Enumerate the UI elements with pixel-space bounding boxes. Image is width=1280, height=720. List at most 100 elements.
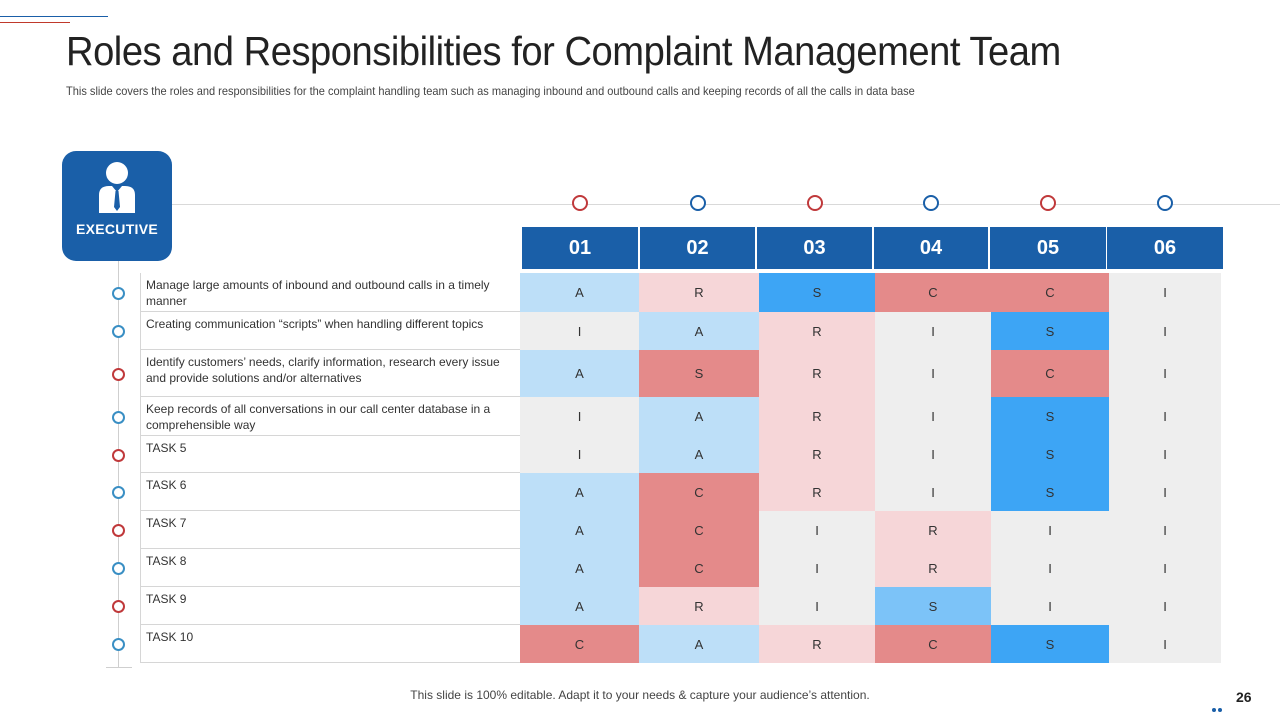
row-marker-circle bbox=[112, 325, 125, 338]
executive-label: EXECUTIVE bbox=[75, 221, 159, 237]
row-marker-circle bbox=[112, 638, 125, 651]
raci-cell: I bbox=[1109, 625, 1221, 663]
raci-cell: I bbox=[520, 436, 639, 473]
raci-cell: I bbox=[1109, 549, 1221, 587]
raci-cell: C bbox=[639, 473, 759, 511]
task-label: Keep records of all conversations in our… bbox=[140, 397, 520, 436]
row-marker-circle bbox=[112, 600, 125, 613]
row-marker-circle bbox=[112, 524, 125, 537]
raci-cell: S bbox=[991, 625, 1109, 663]
executive-person-icon bbox=[99, 162, 135, 213]
raci-cell: I bbox=[759, 587, 875, 625]
raci-cell: I bbox=[991, 587, 1109, 625]
column-header-03: 03 bbox=[757, 227, 872, 269]
raci-cell: I bbox=[991, 549, 1109, 587]
raci-cell: R bbox=[875, 511, 991, 549]
raci-cell: I bbox=[1109, 473, 1221, 511]
row-marker-circle bbox=[112, 448, 125, 462]
raci-cell: A bbox=[520, 511, 639, 549]
column-header-05: 05 bbox=[990, 227, 1106, 269]
raci-cell: S bbox=[639, 350, 759, 397]
row-marker-circle bbox=[112, 367, 125, 381]
raci-cell: R bbox=[759, 473, 875, 511]
raci-cell: I bbox=[1109, 397, 1221, 436]
task-label: TASK 9 bbox=[140, 587, 520, 625]
decorative-dot bbox=[1218, 708, 1222, 712]
task-column-border bbox=[140, 273, 141, 663]
raci-cell: C bbox=[991, 350, 1109, 397]
raci-cell: R bbox=[639, 587, 759, 625]
column-header-04: 04 bbox=[874, 227, 988, 269]
raci-cell: C bbox=[520, 625, 639, 663]
row-marker-circle bbox=[112, 486, 125, 499]
raci-cell: I bbox=[1109, 312, 1221, 350]
raci-cell: R bbox=[639, 273, 759, 312]
task-label: TASK 7 bbox=[140, 511, 520, 549]
raci-cell: R bbox=[875, 549, 991, 587]
task-label: TASK 10 bbox=[140, 625, 520, 663]
raci-cell: R bbox=[759, 436, 875, 473]
raci-cell: A bbox=[520, 273, 639, 312]
raci-cell: I bbox=[875, 397, 991, 436]
task-label: TASK 5 bbox=[140, 436, 520, 473]
raci-cell: C bbox=[991, 273, 1109, 312]
column-header-06: 06 bbox=[1107, 227, 1223, 269]
raci-cell: I bbox=[520, 397, 639, 436]
column-marker-circle bbox=[1040, 195, 1056, 211]
decorative-line-red bbox=[0, 22, 70, 23]
raci-cell: S bbox=[991, 397, 1109, 436]
raci-cell: C bbox=[639, 511, 759, 549]
row-marker-circle bbox=[112, 562, 125, 575]
raci-cell: S bbox=[759, 273, 875, 312]
header-rule bbox=[150, 204, 1280, 205]
raci-cell: I bbox=[520, 312, 639, 350]
raci-cell: C bbox=[875, 273, 991, 312]
decorative-line-blue bbox=[0, 16, 108, 17]
raci-cell: I bbox=[875, 436, 991, 473]
raci-cell: A bbox=[639, 625, 759, 663]
raci-cell: C bbox=[639, 549, 759, 587]
raci-cell: A bbox=[520, 549, 639, 587]
raci-cell: A bbox=[520, 587, 639, 625]
raci-cell: I bbox=[1109, 350, 1221, 397]
raci-cell: I bbox=[1109, 511, 1221, 549]
column-header-01: 01 bbox=[522, 227, 638, 269]
raci-cell: I bbox=[875, 312, 991, 350]
raci-cell: A bbox=[639, 397, 759, 436]
task-label: TASK 6 bbox=[140, 473, 520, 511]
raci-cell: I bbox=[1109, 587, 1221, 625]
raci-cell: R bbox=[759, 397, 875, 436]
raci-cell: I bbox=[875, 350, 991, 397]
raci-cell: A bbox=[639, 312, 759, 350]
task-label: Identify customers’ needs, clarify infor… bbox=[140, 350, 520, 397]
raci-cell: I bbox=[991, 511, 1109, 549]
footer-note: This slide is 100% editable. Adapt it to… bbox=[410, 688, 870, 702]
column-marker-circle bbox=[572, 195, 588, 211]
raci-cell: S bbox=[991, 312, 1109, 350]
raci-cell: I bbox=[1109, 436, 1221, 473]
column-marker-circle bbox=[1157, 195, 1173, 211]
decorative-dot bbox=[1212, 708, 1216, 712]
raci-cell: S bbox=[991, 473, 1109, 511]
executive-badge: EXECUTIVE bbox=[62, 151, 172, 261]
raci-cell: I bbox=[759, 549, 875, 587]
raci-cell: A bbox=[520, 350, 639, 397]
raci-cell: I bbox=[875, 473, 991, 511]
task-label: TASK 8 bbox=[140, 549, 520, 587]
column-header-02: 02 bbox=[640, 227, 755, 269]
column-marker-circle bbox=[689, 195, 706, 211]
task-label: Creating communication “scripts” when ha… bbox=[140, 312, 520, 350]
page-title: Roles and Responsibilities for Complaint… bbox=[66, 28, 1061, 74]
task-label: Manage large amounts of inbound and outb… bbox=[140, 273, 520, 312]
row-marker-circle bbox=[112, 410, 125, 424]
page-subtitle: This slide covers the roles and responsi… bbox=[66, 84, 915, 98]
raci-cell: C bbox=[875, 625, 991, 663]
row-marker-circle bbox=[112, 286, 125, 300]
raci-cell: S bbox=[875, 587, 991, 625]
raci-cell: I bbox=[759, 511, 875, 549]
timeline-end-tick bbox=[106, 667, 132, 668]
page-number: 26 bbox=[1236, 689, 1252, 705]
raci-cell: R bbox=[759, 312, 875, 350]
raci-cell: A bbox=[639, 436, 759, 473]
raci-cell: R bbox=[759, 350, 875, 397]
